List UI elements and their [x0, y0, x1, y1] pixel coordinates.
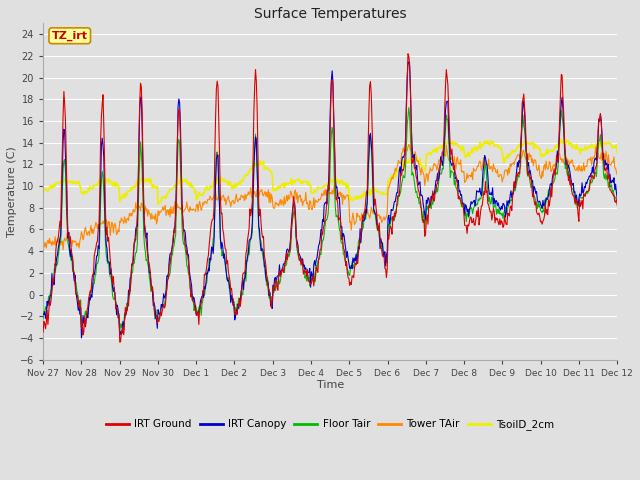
IRT Canopy — [419, 193, 426, 199]
Floor Tair — [168, 252, 175, 258]
Floor Tair — [39, 315, 47, 321]
IRT Ground — [109, 281, 116, 287]
TsoilD_2cm — [50, 184, 58, 190]
Y-axis label: Temperature (C): Temperature (C) — [7, 146, 17, 237]
TsoilD_2cm — [109, 183, 116, 189]
IRT Canopy — [77, 335, 85, 341]
Floor Tair — [198, 301, 206, 307]
IRT Canopy — [198, 293, 206, 299]
IRT Canopy — [39, 311, 47, 316]
Text: TZ_irt: TZ_irt — [52, 31, 88, 41]
Title: Surface Temperatures: Surface Temperatures — [254, 7, 406, 21]
Line: Floor Tair: Floor Tair — [43, 108, 617, 331]
TsoilD_2cm — [168, 187, 175, 192]
Tower TAir — [405, 142, 413, 147]
Line: IRT Canopy: IRT Canopy — [43, 62, 617, 338]
Tower TAir — [401, 148, 409, 154]
Floor Tair — [116, 328, 124, 334]
IRT Ground — [401, 157, 409, 163]
Floor Tair — [405, 105, 413, 110]
TsoilD_2cm — [613, 150, 621, 156]
Floor Tair — [50, 279, 58, 285]
TsoilD_2cm — [418, 163, 426, 168]
IRT Ground — [613, 202, 621, 208]
IRT Ground — [116, 339, 124, 345]
IRT Canopy — [613, 195, 621, 201]
Tower TAir — [613, 172, 621, 178]
Line: TsoilD_2cm: TsoilD_2cm — [43, 139, 617, 204]
TsoilD_2cm — [557, 136, 565, 142]
TsoilD_2cm — [401, 158, 409, 164]
TsoilD_2cm — [39, 185, 47, 191]
Floor Tair — [419, 218, 426, 224]
Floor Tair — [613, 196, 621, 202]
IRT Ground — [404, 51, 412, 57]
Line: Tower TAir: Tower TAir — [43, 144, 617, 250]
IRT Canopy — [50, 276, 58, 282]
Tower TAir — [50, 241, 58, 247]
X-axis label: Time: Time — [317, 380, 344, 390]
Tower TAir — [419, 168, 426, 174]
Line: IRT Ground: IRT Ground — [43, 54, 617, 342]
IRT Canopy — [168, 247, 175, 252]
TsoilD_2cm — [198, 192, 206, 198]
IRT Ground — [198, 296, 206, 302]
TsoilD_2cm — [154, 202, 162, 207]
IRT Ground — [168, 249, 175, 254]
Floor Tair — [109, 293, 116, 299]
IRT Canopy — [109, 288, 117, 294]
Tower TAir — [109, 230, 117, 236]
IRT Ground — [419, 216, 426, 221]
Floor Tair — [401, 175, 409, 180]
IRT Ground — [39, 329, 47, 335]
IRT Ground — [50, 279, 58, 285]
Tower TAir — [168, 211, 175, 216]
Tower TAir — [60, 247, 67, 252]
IRT Canopy — [401, 151, 409, 157]
IRT Canopy — [405, 59, 413, 65]
Tower TAir — [198, 205, 206, 211]
Legend: IRT Ground, IRT Canopy, Floor Tair, Tower TAir, TsoilD_2cm: IRT Ground, IRT Canopy, Floor Tair, Towe… — [102, 415, 559, 434]
Tower TAir — [39, 246, 47, 252]
